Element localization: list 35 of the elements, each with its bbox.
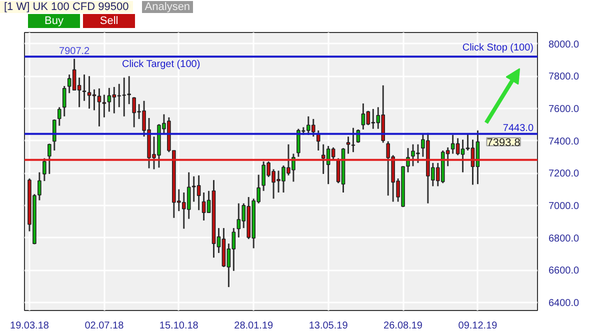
- chart-title: [1 W] UK 100 CFD 99500: [0, 1, 133, 13]
- y-tick-label: 6400.0: [548, 298, 580, 309]
- x-tick-label: 02.07.18: [84, 320, 124, 332]
- y-tick-label: 6800.0: [548, 233, 580, 244]
- y-tick-label: 7800.0: [548, 72, 580, 83]
- text: Buy: [28, 14, 80, 28]
- y-tick-label: 7000.0: [548, 200, 580, 212]
- annotation: 7907.2: [59, 46, 90, 57]
- text: Analysen: [142, 1, 194, 13]
- annotation: 7393.8: [486, 136, 520, 149]
- x-tick-label: 13.05.19: [308, 320, 348, 332]
- ref-line-label: 7443.0: [502, 122, 534, 134]
- y-tick-label: 6600.0: [548, 266, 580, 277]
- candlestick: [82, 74, 86, 102]
- y-tick-label: 8000.0: [548, 39, 580, 50]
- y-tick-label: 7200.0: [548, 168, 580, 180]
- x-tick-label: 09.12.19: [458, 320, 498, 332]
- candlestick: [102, 94, 106, 118]
- candlestick: [52, 118, 56, 152]
- candlestick: [57, 106, 62, 127]
- y-tick-label: 7600.0: [548, 104, 580, 115]
- y-tick-label: 7400.0: [548, 136, 580, 148]
- ref-line-label: Click Stop (100): [462, 42, 534, 54]
- candlestick: [346, 136, 350, 154]
- x-tick-label: 19.03.18: [10, 320, 50, 332]
- annotation: Click Target (100): [122, 59, 200, 70]
- candlestick: [62, 85, 66, 118]
- x-tick-label: 26.08.19: [384, 320, 423, 332]
- candlestick: [351, 127, 356, 153]
- candlestick: [48, 142, 52, 175]
- candlestick: [38, 172, 42, 202]
- x-tick-label: 15.10.18: [159, 320, 199, 332]
- text: Sell: [83, 14, 136, 28]
- x-tick-label: 28.01.19: [234, 320, 274, 332]
- candlestick: [42, 157, 46, 182]
